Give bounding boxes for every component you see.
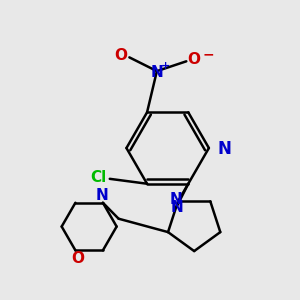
Text: O: O — [71, 251, 84, 266]
Text: O: O — [114, 48, 127, 63]
Text: N: N — [151, 64, 163, 80]
Text: N: N — [171, 200, 184, 215]
Text: N: N — [95, 188, 108, 203]
Text: O: O — [188, 52, 201, 67]
Text: N: N — [218, 140, 232, 158]
Text: −: − — [202, 47, 214, 61]
Text: Cl: Cl — [90, 170, 106, 185]
Text: N: N — [170, 192, 182, 207]
Text: +: + — [161, 61, 170, 71]
